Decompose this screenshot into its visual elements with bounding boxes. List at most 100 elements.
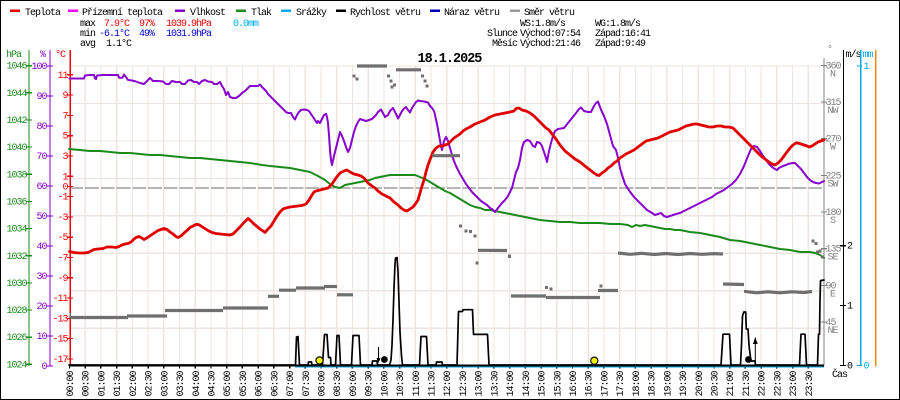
- svg-text:1: 1: [847, 302, 853, 313]
- svg-text:18.1.2025: 18.1.2025: [418, 52, 483, 67]
- svg-text:1024: 1024: [6, 360, 27, 371]
- svg-text:1034: 1034: [6, 225, 27, 236]
- svg-text:17:00: 17:00: [600, 370, 611, 396]
- svg-text:02:00: 02:00: [129, 370, 140, 396]
- svg-text:1040: 1040: [6, 143, 27, 154]
- svg-text:18:30: 18:30: [648, 370, 659, 396]
- svg-text:-17: -17: [52, 355, 68, 366]
- svg-text:Teplota: Teplota: [25, 7, 61, 19]
- svg-text:1026: 1026: [6, 333, 27, 344]
- svg-text:30: 30: [36, 272, 47, 283]
- svg-text:11:30: 11:30: [428, 370, 439, 396]
- svg-text:21:30: 21:30: [742, 370, 753, 396]
- svg-text:-3: -3: [57, 213, 68, 224]
- svg-text:N: N: [830, 69, 836, 80]
- svg-text:Vlhkost: Vlhkost: [190, 7, 225, 19]
- svg-text:WS:1.8m/s: WS:1.8m/s: [520, 18, 566, 30]
- svg-text:1046: 1046: [6, 62, 27, 73]
- svg-text:max: max: [80, 19, 96, 30]
- svg-text:08:30: 08:30: [333, 370, 344, 396]
- svg-text:-13: -13: [52, 314, 68, 325]
- svg-text:01:30: 01:30: [113, 370, 124, 396]
- svg-text:Tlak: Tlak: [251, 7, 272, 19]
- svg-text:45: 45: [826, 318, 837, 329]
- svg-text:SE: SE: [827, 253, 838, 264]
- svg-text:315: 315: [826, 98, 842, 109]
- svg-text:5: 5: [62, 132, 68, 143]
- svg-text:Srážky: Srážky: [296, 7, 327, 19]
- svg-text:Čas: Čas: [832, 367, 848, 381]
- svg-text:-6.1°C: -6.1°C: [99, 28, 130, 40]
- svg-text:1.1°C: 1.1°C: [106, 38, 132, 50]
- svg-text:E: E: [830, 289, 836, 300]
- svg-text:05:00: 05:00: [223, 370, 234, 396]
- svg-text:Východ:21:46: Východ:21:46: [520, 38, 581, 50]
- svg-text:03:00: 03:00: [160, 370, 171, 396]
- svg-text:23:00: 23:00: [789, 370, 800, 396]
- svg-text:-5: -5: [57, 233, 68, 244]
- svg-text:19:30: 19:30: [679, 370, 690, 396]
- svg-text:225: 225: [826, 171, 842, 182]
- svg-text:180: 180: [826, 208, 842, 219]
- svg-text:50: 50: [36, 212, 47, 223]
- svg-text:hPa: hPa: [6, 49, 22, 61]
- svg-text:2: 2: [847, 242, 853, 253]
- svg-text:Západ:16:41: Západ:16:41: [595, 28, 651, 40]
- svg-text:%: %: [40, 50, 46, 61]
- svg-text:0: 0: [62, 182, 68, 193]
- svg-text:0: 0: [864, 361, 870, 372]
- svg-text:WG:1.8m/s: WG:1.8m/s: [595, 18, 641, 30]
- svg-text:09:30: 09:30: [365, 370, 376, 396]
- svg-text:17:30: 17:30: [616, 370, 627, 396]
- svg-text:22:30: 22:30: [773, 370, 784, 396]
- svg-text:07:00: 07:00: [286, 370, 297, 396]
- svg-text:Rychlost větru: Rychlost větru: [350, 7, 421, 19]
- svg-text:Slunce: Slunce: [487, 28, 518, 40]
- svg-text:Přízemní teplota: Přízemní teplota: [82, 7, 163, 19]
- svg-text:0: 0: [847, 361, 853, 372]
- svg-text:22:00: 22:00: [758, 370, 769, 396]
- svg-text:1044: 1044: [6, 89, 27, 100]
- svg-text:90: 90: [826, 281, 837, 292]
- svg-text:-11: -11: [52, 294, 68, 305]
- svg-text:05:30: 05:30: [239, 370, 250, 396]
- svg-text:360: 360: [826, 61, 842, 72]
- svg-text:-9: -9: [57, 274, 68, 285]
- svg-text:Měsíc: Měsíc: [492, 38, 518, 50]
- svg-text:12:00: 12:00: [443, 370, 454, 396]
- svg-text:21:00: 21:00: [726, 370, 737, 396]
- svg-text:20:30: 20:30: [711, 370, 722, 396]
- svg-text:Náraz větru: Náraz větru: [444, 7, 500, 19]
- svg-text:1: 1: [864, 62, 870, 73]
- svg-text:70: 70: [36, 152, 47, 163]
- svg-text:04:00: 04:00: [192, 370, 203, 396]
- svg-text:19:00: 19:00: [663, 370, 674, 396]
- svg-text:15:00: 15:00: [538, 370, 549, 396]
- svg-text:10:00: 10:00: [380, 370, 391, 396]
- svg-text:23:30: 23:30: [805, 370, 816, 396]
- svg-text:°: °: [827, 44, 832, 56]
- svg-text:-15: -15: [52, 335, 68, 346]
- svg-text:40: 40: [36, 242, 47, 253]
- svg-text:135: 135: [826, 245, 842, 256]
- svg-text:7.9°C: 7.9°C: [104, 18, 130, 30]
- svg-text:mm: mm: [863, 50, 874, 61]
- svg-text:10:30: 10:30: [396, 370, 407, 396]
- svg-text:°C: °C: [55, 49, 66, 61]
- svg-text:1030: 1030: [6, 279, 27, 290]
- svg-text:13:00: 13:00: [475, 370, 486, 396]
- svg-text:-7: -7: [57, 253, 68, 264]
- svg-text:16:00: 16:00: [569, 370, 580, 396]
- svg-text:18:00: 18:00: [632, 370, 643, 396]
- svg-text:1028: 1028: [6, 306, 27, 317]
- svg-text:20: 20: [36, 302, 47, 313]
- svg-text:0: 0: [41, 362, 47, 373]
- svg-text:03:30: 03:30: [176, 370, 187, 396]
- svg-text:10: 10: [36, 332, 47, 343]
- svg-text:06:00: 06:00: [255, 370, 266, 396]
- svg-text:100: 100: [31, 62, 47, 73]
- svg-text:1: 1: [62, 172, 68, 183]
- svg-text:1032: 1032: [6, 252, 27, 263]
- svg-text:00:30: 00:30: [82, 370, 93, 396]
- svg-text:12:30: 12:30: [459, 370, 470, 396]
